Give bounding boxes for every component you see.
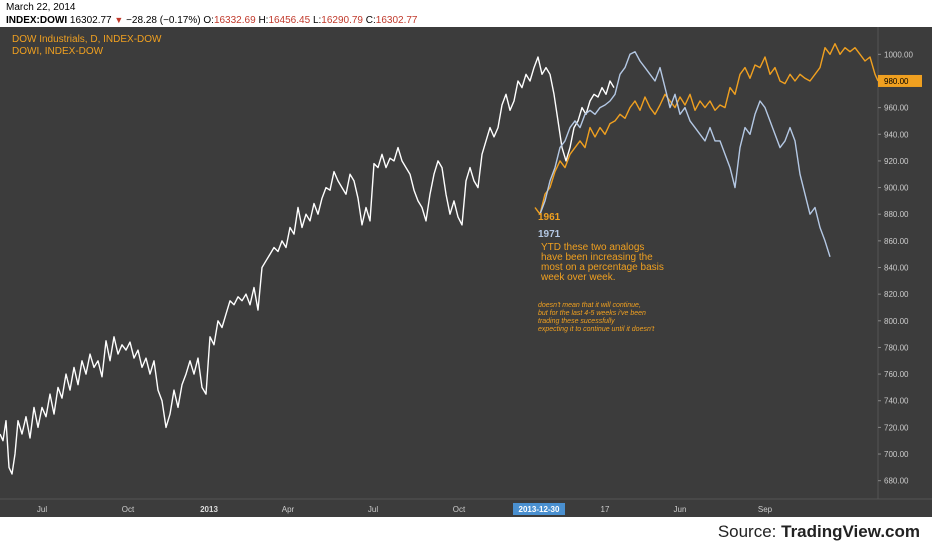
y-tick-label: 800.00 — [884, 317, 909, 326]
note1-line: YTD these two analogs — [541, 242, 644, 253]
last-price: 16302.77 — [69, 15, 112, 26]
x-tick-label: 2013 — [200, 505, 218, 514]
y-tick-label: 780.00 — [884, 343, 909, 352]
close-value: 16302.77 — [375, 15, 418, 26]
high-value: 16456.45 — [268, 15, 311, 26]
y-tick-label: 820.00 — [884, 290, 909, 299]
note2-line: doesn't mean that it will continue, — [538, 302, 641, 309]
chart-date: March 22, 2014 — [6, 2, 76, 13]
annotation-note-1: YTD these two analogs have been increasi… — [540, 242, 664, 283]
series-layer — [0, 43, 879, 475]
source-prefix: Source: — [717, 522, 782, 541]
quote-line: INDEX:DOWI 16302.77 ▼ −28.28 (−0.17%) O:… — [6, 15, 418, 26]
x-tick-highlight — [513, 503, 565, 515]
label-1971: 1971 — [538, 229, 561, 240]
y-tick-label: 720.00 — [884, 423, 909, 432]
y-tick-label: 960.00 — [884, 104, 909, 113]
source-credit: Source: TradingView.com — [718, 522, 920, 542]
y-tick-label: 860.00 — [884, 237, 909, 246]
down-arrow-icon: ▼ — [114, 15, 124, 25]
last-value-label: 980.00 — [884, 77, 909, 86]
symbol-label: INDEX:DOWI — [6, 15, 68, 26]
x-tick-label: Oct — [453, 505, 466, 514]
source-brand: TradingView.com — [781, 522, 920, 541]
x-tick-label: Apr — [282, 505, 295, 514]
annotation-note-2: doesn't mean that it will continue, but … — [538, 302, 655, 333]
x-tick-label: 17 — [601, 505, 610, 514]
x-tick-label: Jul — [368, 505, 378, 514]
legend-line-2: DOWI, INDEX-DOW — [12, 46, 104, 57]
time-axis[interactable]: Jul Oct 2013 Apr Jul Oct 2013-12-30 17 Jun Sep — [37, 503, 773, 515]
low-value: 16290.79 — [321, 15, 363, 26]
note2-line: but for the last 4-5 weeks i've been — [538, 310, 646, 317]
y-tick-label: 760.00 — [884, 370, 909, 379]
series-dow-industrials — [0, 56, 615, 475]
close-label: C: — [365, 15, 376, 26]
x-tick-label: 2013-12-30 — [519, 505, 560, 514]
y-tick-label: 680.00 — [884, 477, 909, 486]
open-value: 16332.69 — [213, 15, 256, 26]
y-tick-label: 840.00 — [884, 264, 909, 273]
y-tick-label: 920.00 — [884, 157, 909, 166]
x-tick-label: Oct — [122, 505, 135, 514]
note1-line: most on a percentage basis — [541, 262, 664, 273]
x-tick-label: Jun — [674, 505, 687, 514]
note2-line: trading these sucessfully — [538, 318, 615, 325]
y-tick-label: 880.00 — [884, 210, 909, 219]
high-label: H: — [258, 15, 269, 26]
price-chart[interactable]: 680.00 700.00 720.00 740.00 760.00 780.00 800.… — [0, 27, 932, 517]
note2-line: expecting it to continue until it doesn'… — [538, 326, 655, 333]
last-value-badge — [878, 74, 922, 87]
label-1961: 1961 — [538, 212, 561, 223]
low-label: L: — [312, 15, 322, 26]
y-tick-label: 900.00 — [884, 184, 909, 193]
y-tick-label: 740.00 — [884, 397, 909, 406]
note1-line: have been increasing the — [541, 252, 653, 263]
open-label: O: — [203, 15, 214, 26]
note1-line: week over week. — [540, 272, 615, 283]
x-tick-label: Jul — [37, 505, 47, 514]
y-tick-label: 1000.00 — [884, 50, 913, 59]
price-change: −28.28 (−0.17%) — [126, 15, 201, 26]
price-axis[interactable]: 680.00 700.00 720.00 740.00 760.00 780.00 800.… — [878, 50, 922, 486]
y-tick-label: 700.00 — [884, 450, 909, 459]
legend-line-1: DOW Industrials, D, INDEX-DOW — [12, 34, 162, 45]
y-tick-label: 940.00 — [884, 130, 909, 139]
series-1961 — [534, 43, 879, 215]
chart-background — [0, 27, 932, 517]
x-tick-label: Sep — [758, 505, 773, 514]
series-1971 — [539, 51, 831, 258]
